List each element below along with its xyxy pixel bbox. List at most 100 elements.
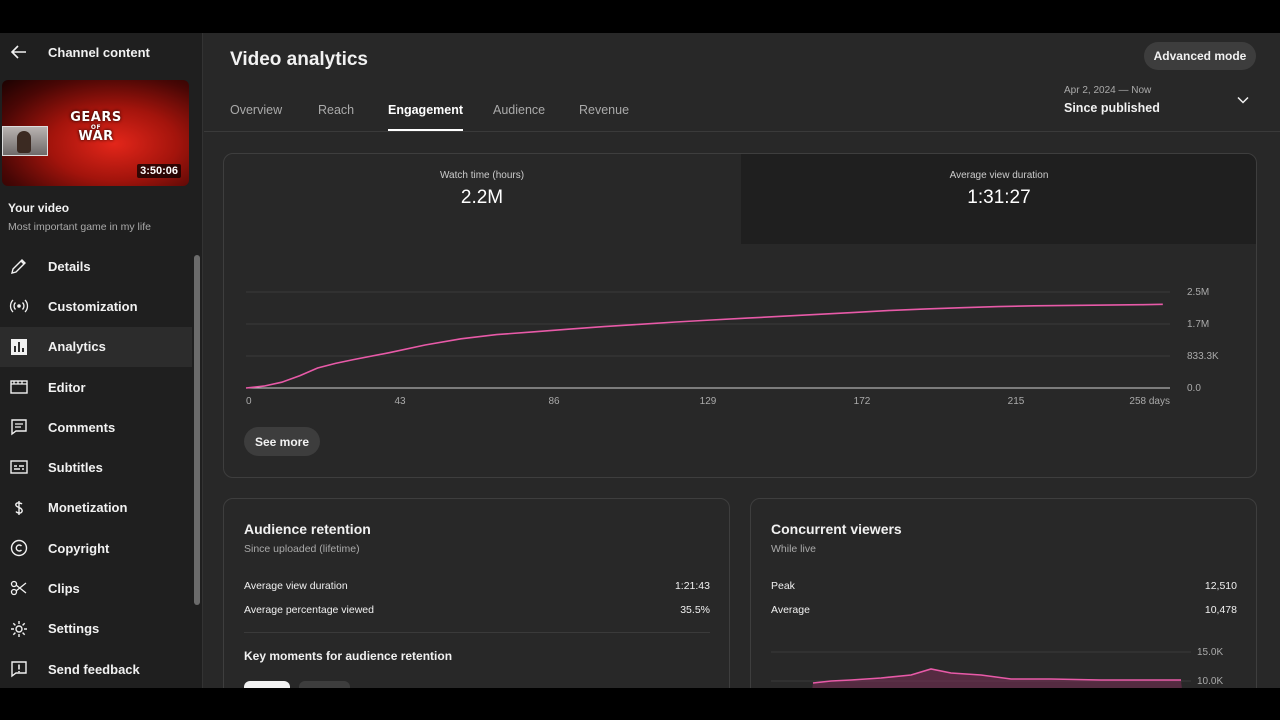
x-tick-label: 43 — [394, 396, 406, 407]
sidebar-item-label: Details — [48, 258, 91, 274]
stat-label: Average percentage viewed — [244, 604, 374, 616]
tab-reach[interactable]: Reach — [318, 103, 355, 117]
copyright-icon — [10, 539, 28, 557]
video-duration: 3:50:06 — [137, 164, 181, 178]
sidebar-item-analytics[interactable]: Analytics — [0, 326, 192, 367]
tab-revenue[interactable]: Revenue — [579, 103, 630, 117]
stat-value: 35.5% — [680, 604, 710, 616]
metric-value: 1:31:27 — [967, 187, 1031, 208]
metric-value: 2.2M — [460, 187, 504, 208]
sidebar-item-clips[interactable]: Clips — [0, 568, 192, 608]
sidebar-item-label: Settings — [48, 621, 100, 637]
stat-value: 12,510 — [1204, 580, 1237, 592]
x-tick-label: 172 — [854, 396, 871, 407]
sidebar-item-label: Subtitles — [48, 460, 103, 476]
sidebar-item-send-feedback[interactable]: Send feedback — [0, 649, 192, 688]
metric-label: Average view duration — [949, 170, 1049, 181]
card-subtitle: Since uploaded (lifetime) — [244, 543, 360, 555]
advanced-mode-button[interactable]: Advanced mode — [1144, 42, 1256, 70]
app-frame: Channel content GEARS OF WAR 3:50:06 Your … — [0, 33, 1280, 688]
series-line — [245, 303, 1163, 389]
dollar-icon — [15, 500, 23, 515]
divider — [244, 632, 710, 633]
concurrent-area — [812, 669, 1182, 688]
sidebar-item-editor[interactable]: Editor — [0, 367, 192, 407]
tab-audience[interactable]: Audience — [493, 103, 546, 117]
x-tick-label: 215 — [1008, 396, 1025, 407]
see-more-button[interactable]: See more — [244, 427, 320, 456]
sidebar-item-label: Clips — [48, 581, 80, 597]
comment-icon — [11, 419, 27, 436]
tab-overview[interactable]: Overview — [230, 103, 283, 117]
x-tick-label: 258 days — [1129, 396, 1170, 407]
sidebar-item-label: Send feedback — [48, 661, 140, 677]
bar-chart-icon — [11, 338, 27, 355]
sidebar-scrollbar[interactable] — [194, 255, 200, 605]
video-title: Most important game in my life — [8, 221, 151, 233]
y-tick-label: 833.3K — [1187, 351, 1219, 362]
date-range-text: Apr 2, 2024 — Now — [1064, 85, 1152, 96]
video-thumbnail[interactable]: GEARS OF WAR 3:50:06 — [2, 80, 189, 186]
page-title: Video analytics — [230, 49, 368, 70]
watch-time-chart: 0.0 833.3K 1.7M 2.5M 0 43 86 129 172 215 258 days — [245, 287, 1219, 407]
sidebar-item-label: Editor — [48, 379, 86, 395]
x-tick-label: 86 — [548, 396, 560, 407]
sidebar-item-customization[interactable]: Customization — [0, 286, 192, 326]
your-video-label: Your video — [8, 201, 70, 215]
x-tick-label: 0 — [246, 396, 252, 407]
concurrent-viewers-card: Concurrent viewers While live Peak 12,51… — [750, 498, 1257, 688]
tabs-divider — [204, 131, 1280, 132]
sidebar-item-label: Copyright — [48, 540, 110, 556]
key-moments-chip[interactable] — [299, 681, 350, 688]
scissors-icon — [10, 581, 27, 596]
engagement-card: Watch time (hours) 2.2M Average view dur… — [223, 153, 1257, 478]
back-arrow-icon[interactable] — [9, 42, 29, 62]
sidebar-item-subtitles[interactable]: Subtitles — [0, 447, 192, 487]
broadcast-icon — [9, 299, 29, 313]
thumbnail-logo: GEARS OF WAR — [70, 110, 122, 144]
sidebar-item-comments[interactable]: Comments — [0, 407, 192, 447]
x-tick-label: 129 — [700, 396, 717, 407]
film-icon — [10, 380, 28, 394]
metric-watch-time[interactable]: Watch time (hours) 2.2M — [224, 154, 740, 244]
webcam-overlay — [2, 126, 48, 156]
stat-value: 1:21:43 — [674, 580, 710, 592]
y-tick-label: 10.0K — [1197, 676, 1223, 687]
gear-icon — [11, 620, 27, 637]
date-range-label: Since published — [1064, 101, 1160, 115]
key-moments-chip[interactable] — [244, 681, 290, 688]
sidebar-title: Channel content — [48, 45, 150, 60]
card-title: Audience retention — [244, 521, 371, 537]
key-moments-title: Key moments for audience retention — [244, 649, 453, 663]
concurrent-line — [812, 668, 1181, 684]
stat-label: Average view duration — [244, 580, 348, 592]
card-title: Concurrent viewers — [771, 521, 902, 537]
feedback-icon — [11, 661, 27, 678]
sidebar-nav: Details Customization Analytics Editor C… — [0, 246, 192, 688]
sidebar-item-details[interactable]: Details — [0, 246, 192, 286]
card-subtitle: While live — [771, 543, 816, 555]
stat-label: Average — [771, 604, 810, 616]
audience-retention-card: Audience retention Since uploaded (lifet… — [223, 498, 730, 688]
date-range-dropdown[interactable]: Apr 2, 2024 — Now Since published — [1064, 85, 1258, 121]
stat-value: 10,478 — [1204, 604, 1237, 616]
metric-average-view-duration[interactable]: Average view duration 1:31:27 — [741, 154, 1256, 244]
y-tick-label: 2.5M — [1187, 287, 1209, 298]
sidebar-item-label: Monetization — [48, 500, 128, 516]
sidebar-item-label: Analytics — [48, 339, 106, 355]
sidebar-item-settings[interactable]: Settings — [0, 609, 192, 649]
concurrent-viewers-chart: 15.0K 10.0K — [771, 647, 1223, 688]
sidebar: Channel content GEARS OF WAR 3:50:06 Your … — [0, 33, 203, 688]
pencil-icon — [11, 259, 26, 274]
sidebar-item-monetization[interactable]: Monetization — [0, 488, 192, 528]
tab-engagement[interactable]: Engagement — [388, 103, 464, 131]
sidebar-item-label: Customization — [48, 298, 138, 314]
stat-label: Peak — [771, 580, 795, 592]
chevron-down-icon — [1237, 96, 1249, 104]
metric-label: Watch time (hours) — [439, 170, 525, 181]
sidebar-header: Channel content — [0, 33, 203, 73]
y-tick-label: 1.7M — [1187, 319, 1209, 330]
y-tick-label: 15.0K — [1197, 647, 1223, 658]
y-tick-label: 0.0 — [1187, 383, 1201, 394]
sidebar-item-copyright[interactable]: Copyright — [0, 528, 192, 568]
